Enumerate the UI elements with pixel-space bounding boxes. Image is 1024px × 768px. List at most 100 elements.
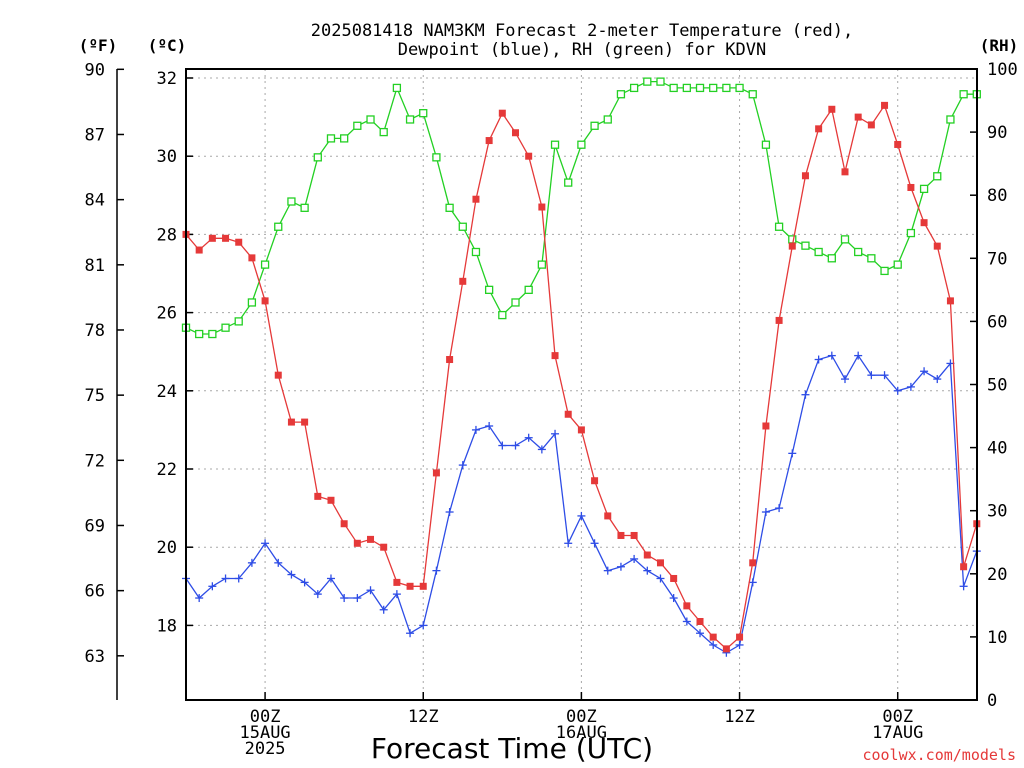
dewpoint-point [261, 539, 270, 548]
dewpoint-point [498, 441, 507, 450]
dewpoint-point [471, 425, 480, 434]
dewpoint-point [827, 351, 836, 360]
dewpoint-point [893, 386, 902, 395]
dewpoint-point [801, 390, 810, 399]
temperature-point [577, 426, 585, 434]
dewpoint-point [485, 421, 494, 430]
celsius-tick-label: 32 [157, 69, 177, 89]
chart-title-line2: Dewpoint (blue), RH (green) for KDVN [398, 40, 766, 60]
dewpoint-point [748, 578, 757, 587]
temperature-point [551, 352, 559, 360]
rh-point [326, 134, 336, 143]
rh-point [405, 115, 415, 124]
series-rh [181, 77, 981, 339]
dewpoint-point [814, 355, 823, 364]
temperature-point [722, 645, 730, 653]
rh-point [827, 254, 836, 263]
dewpoint-point [735, 640, 744, 649]
rh-point [484, 285, 494, 295]
temperature-point [525, 152, 533, 160]
dewpoint-point [669, 594, 678, 603]
rh-tick-label: 60 [987, 312, 1007, 332]
dewpoint-point [867, 371, 876, 380]
rh-point [221, 323, 230, 332]
dewpoint-point [841, 375, 849, 384]
rh-point [379, 127, 388, 137]
dewpoint-point [406, 629, 415, 638]
temperature-point [775, 316, 783, 324]
temperature-point [301, 418, 309, 426]
credit-text: coolwx.com/models [862, 746, 1016, 764]
temperature-point [512, 129, 519, 137]
temperature-point [538, 203, 546, 211]
celsius-tick-label: 18 [157, 616, 177, 636]
rh-point [695, 83, 705, 93]
rh-point [195, 329, 204, 339]
temperature-point [419, 582, 427, 590]
dewpoint-point [709, 640, 718, 649]
fahrenheit-tick-label: 72 [85, 451, 105, 471]
dewpoint-point [788, 449, 797, 458]
x-axis-label: Forecast Time (UTC) [371, 732, 653, 765]
rh-point [603, 115, 612, 124]
rh-point [313, 153, 322, 162]
dewpoint-point [906, 382, 915, 391]
fahrenheit-tick-label: 66 [85, 582, 105, 602]
rh-tick-label: 20 [987, 565, 1007, 585]
temperature-point [406, 582, 414, 590]
rh-tick-label: 0 [987, 691, 997, 711]
temperature-point [274, 371, 282, 379]
dewpoint-point [366, 586, 375, 595]
temperature-point [920, 219, 928, 227]
rh-point [959, 90, 968, 99]
rh-point [432, 153, 441, 162]
rh-point [498, 310, 507, 320]
rh-point [247, 298, 257, 307]
temperature-point [340, 520, 348, 528]
temperature-point [696, 617, 704, 625]
dewpoint-point [353, 594, 362, 603]
rh-point [564, 178, 573, 187]
dewpoint-point [880, 371, 889, 380]
temperature-point [380, 543, 388, 551]
time-tick-label: 00Z [250, 707, 281, 727]
celsius-tick-label: 26 [157, 304, 177, 324]
dewpoint-point [326, 574, 335, 583]
temperature-point [907, 183, 915, 191]
rh-point [854, 247, 863, 257]
temperature-point [815, 125, 823, 133]
time-tick-label: 00Z [882, 707, 913, 727]
fahrenheit-tick-label: 81 [85, 256, 105, 276]
dewpoint-point [458, 461, 467, 470]
rh-tick-label: 10 [987, 628, 1007, 648]
temperature-point [591, 477, 599, 485]
temperature-point [709, 633, 717, 641]
rh-point [840, 235, 850, 244]
rh-point [511, 298, 520, 307]
rh-tick-label: 40 [987, 439, 1007, 459]
dewpoint-point [524, 433, 533, 442]
dewpoint-point [234, 574, 243, 583]
rh-point [524, 285, 533, 295]
dewpoint-point [577, 511, 586, 520]
temperature-point [314, 492, 322, 500]
temperature-point [367, 535, 375, 543]
rh-tick-label: 50 [987, 376, 1007, 396]
rh-point [643, 77, 652, 86]
dewpoint-point [208, 582, 217, 591]
rh-point [801, 241, 810, 250]
rh-point [537, 260, 547, 269]
fahrenheit-tick-label: 84 [85, 191, 105, 211]
temperature-point [485, 137, 493, 145]
time-tick-label: 15AUG [239, 723, 290, 743]
time-tick-label: 12Z [408, 707, 439, 727]
temperature-point [222, 234, 230, 242]
series-layer [181, 77, 981, 657]
rh-point [682, 83, 691, 93]
rh-point [471, 247, 481, 257]
temperature-point [432, 469, 440, 477]
fahrenheit-tick-label: 63 [85, 647, 105, 667]
dewpoint-point [195, 594, 204, 603]
rh-point [392, 83, 402, 93]
